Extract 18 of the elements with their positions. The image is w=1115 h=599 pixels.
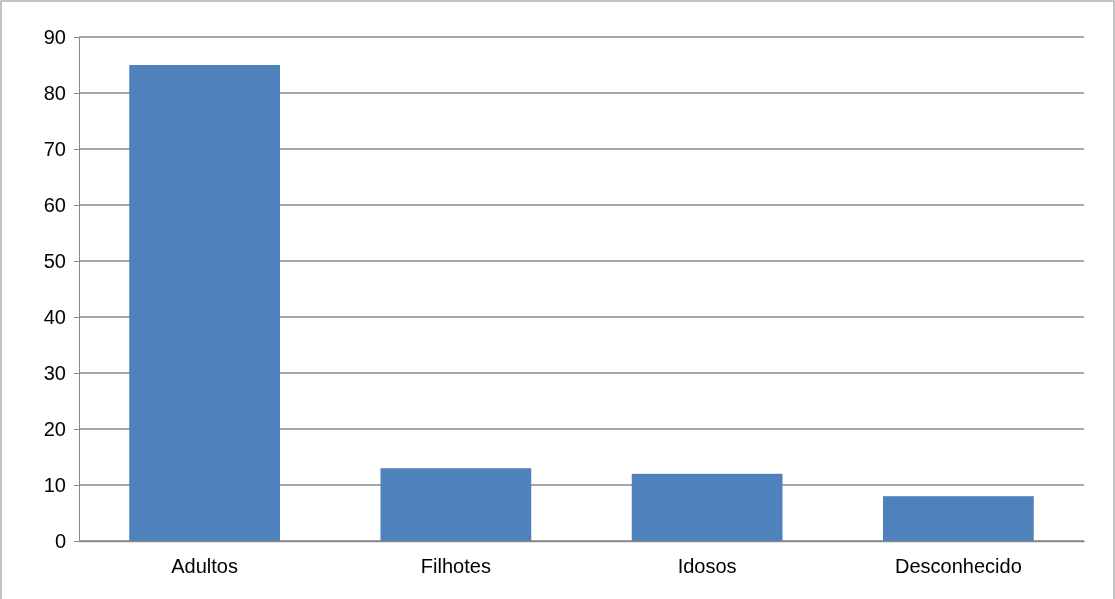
y-tick-label: 70 bbox=[43, 137, 66, 160]
bar bbox=[631, 473, 783, 541]
y-tick-label: 30 bbox=[43, 361, 66, 384]
bar bbox=[380, 468, 532, 541]
y-tick-label: 80 bbox=[43, 81, 66, 104]
y-tick-label: 0 bbox=[54, 529, 66, 552]
x-tick-label: Idosos bbox=[677, 555, 737, 578]
y-tick-label: 10 bbox=[43, 473, 66, 496]
y-tick-label: 40 bbox=[43, 305, 66, 328]
bar bbox=[883, 496, 1034, 541]
y-tick-label: 60 bbox=[43, 193, 66, 216]
x-tick-label: Desconhecido bbox=[895, 555, 1022, 578]
y-tick-label: 20 bbox=[43, 417, 66, 440]
y-tick-label: 90 bbox=[43, 25, 66, 48]
y-tick-label: 50 bbox=[43, 249, 66, 272]
bar bbox=[129, 65, 280, 541]
x-tick-label: Filhotes bbox=[420, 555, 491, 578]
x-tick-label: Adultos bbox=[171, 555, 238, 578]
